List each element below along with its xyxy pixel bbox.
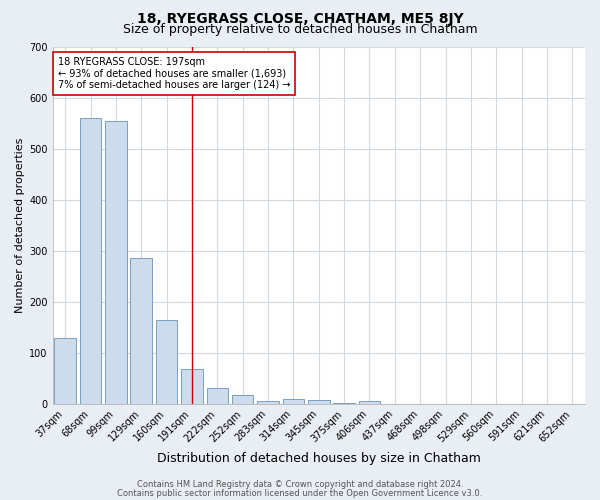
Bar — [334, 403, 355, 404]
Bar — [105, 120, 127, 404]
Bar — [80, 118, 101, 404]
Text: Size of property relative to detached houses in Chatham: Size of property relative to detached ho… — [122, 22, 478, 36]
Bar — [55, 338, 76, 404]
Bar — [257, 402, 279, 404]
Bar — [283, 398, 304, 404]
X-axis label: Distribution of detached houses by size in Chatham: Distribution of detached houses by size … — [157, 452, 481, 465]
Text: Contains HM Land Registry data © Crown copyright and database right 2024.: Contains HM Land Registry data © Crown c… — [137, 480, 463, 489]
Text: 18, RYEGRASS CLOSE, CHATHAM, ME5 8JY: 18, RYEGRASS CLOSE, CHATHAM, ME5 8JY — [137, 12, 463, 26]
Bar — [130, 258, 152, 404]
Bar — [206, 388, 228, 404]
Bar — [232, 394, 253, 404]
Bar — [308, 400, 329, 404]
Y-axis label: Number of detached properties: Number of detached properties — [15, 138, 25, 313]
Bar — [156, 320, 178, 404]
Bar — [181, 369, 203, 404]
Text: Contains public sector information licensed under the Open Government Licence v3: Contains public sector information licen… — [118, 488, 482, 498]
Bar — [359, 402, 380, 404]
Text: 18 RYEGRASS CLOSE: 197sqm
← 93% of detached houses are smaller (1,693)
7% of sem: 18 RYEGRASS CLOSE: 197sqm ← 93% of detac… — [58, 57, 290, 90]
